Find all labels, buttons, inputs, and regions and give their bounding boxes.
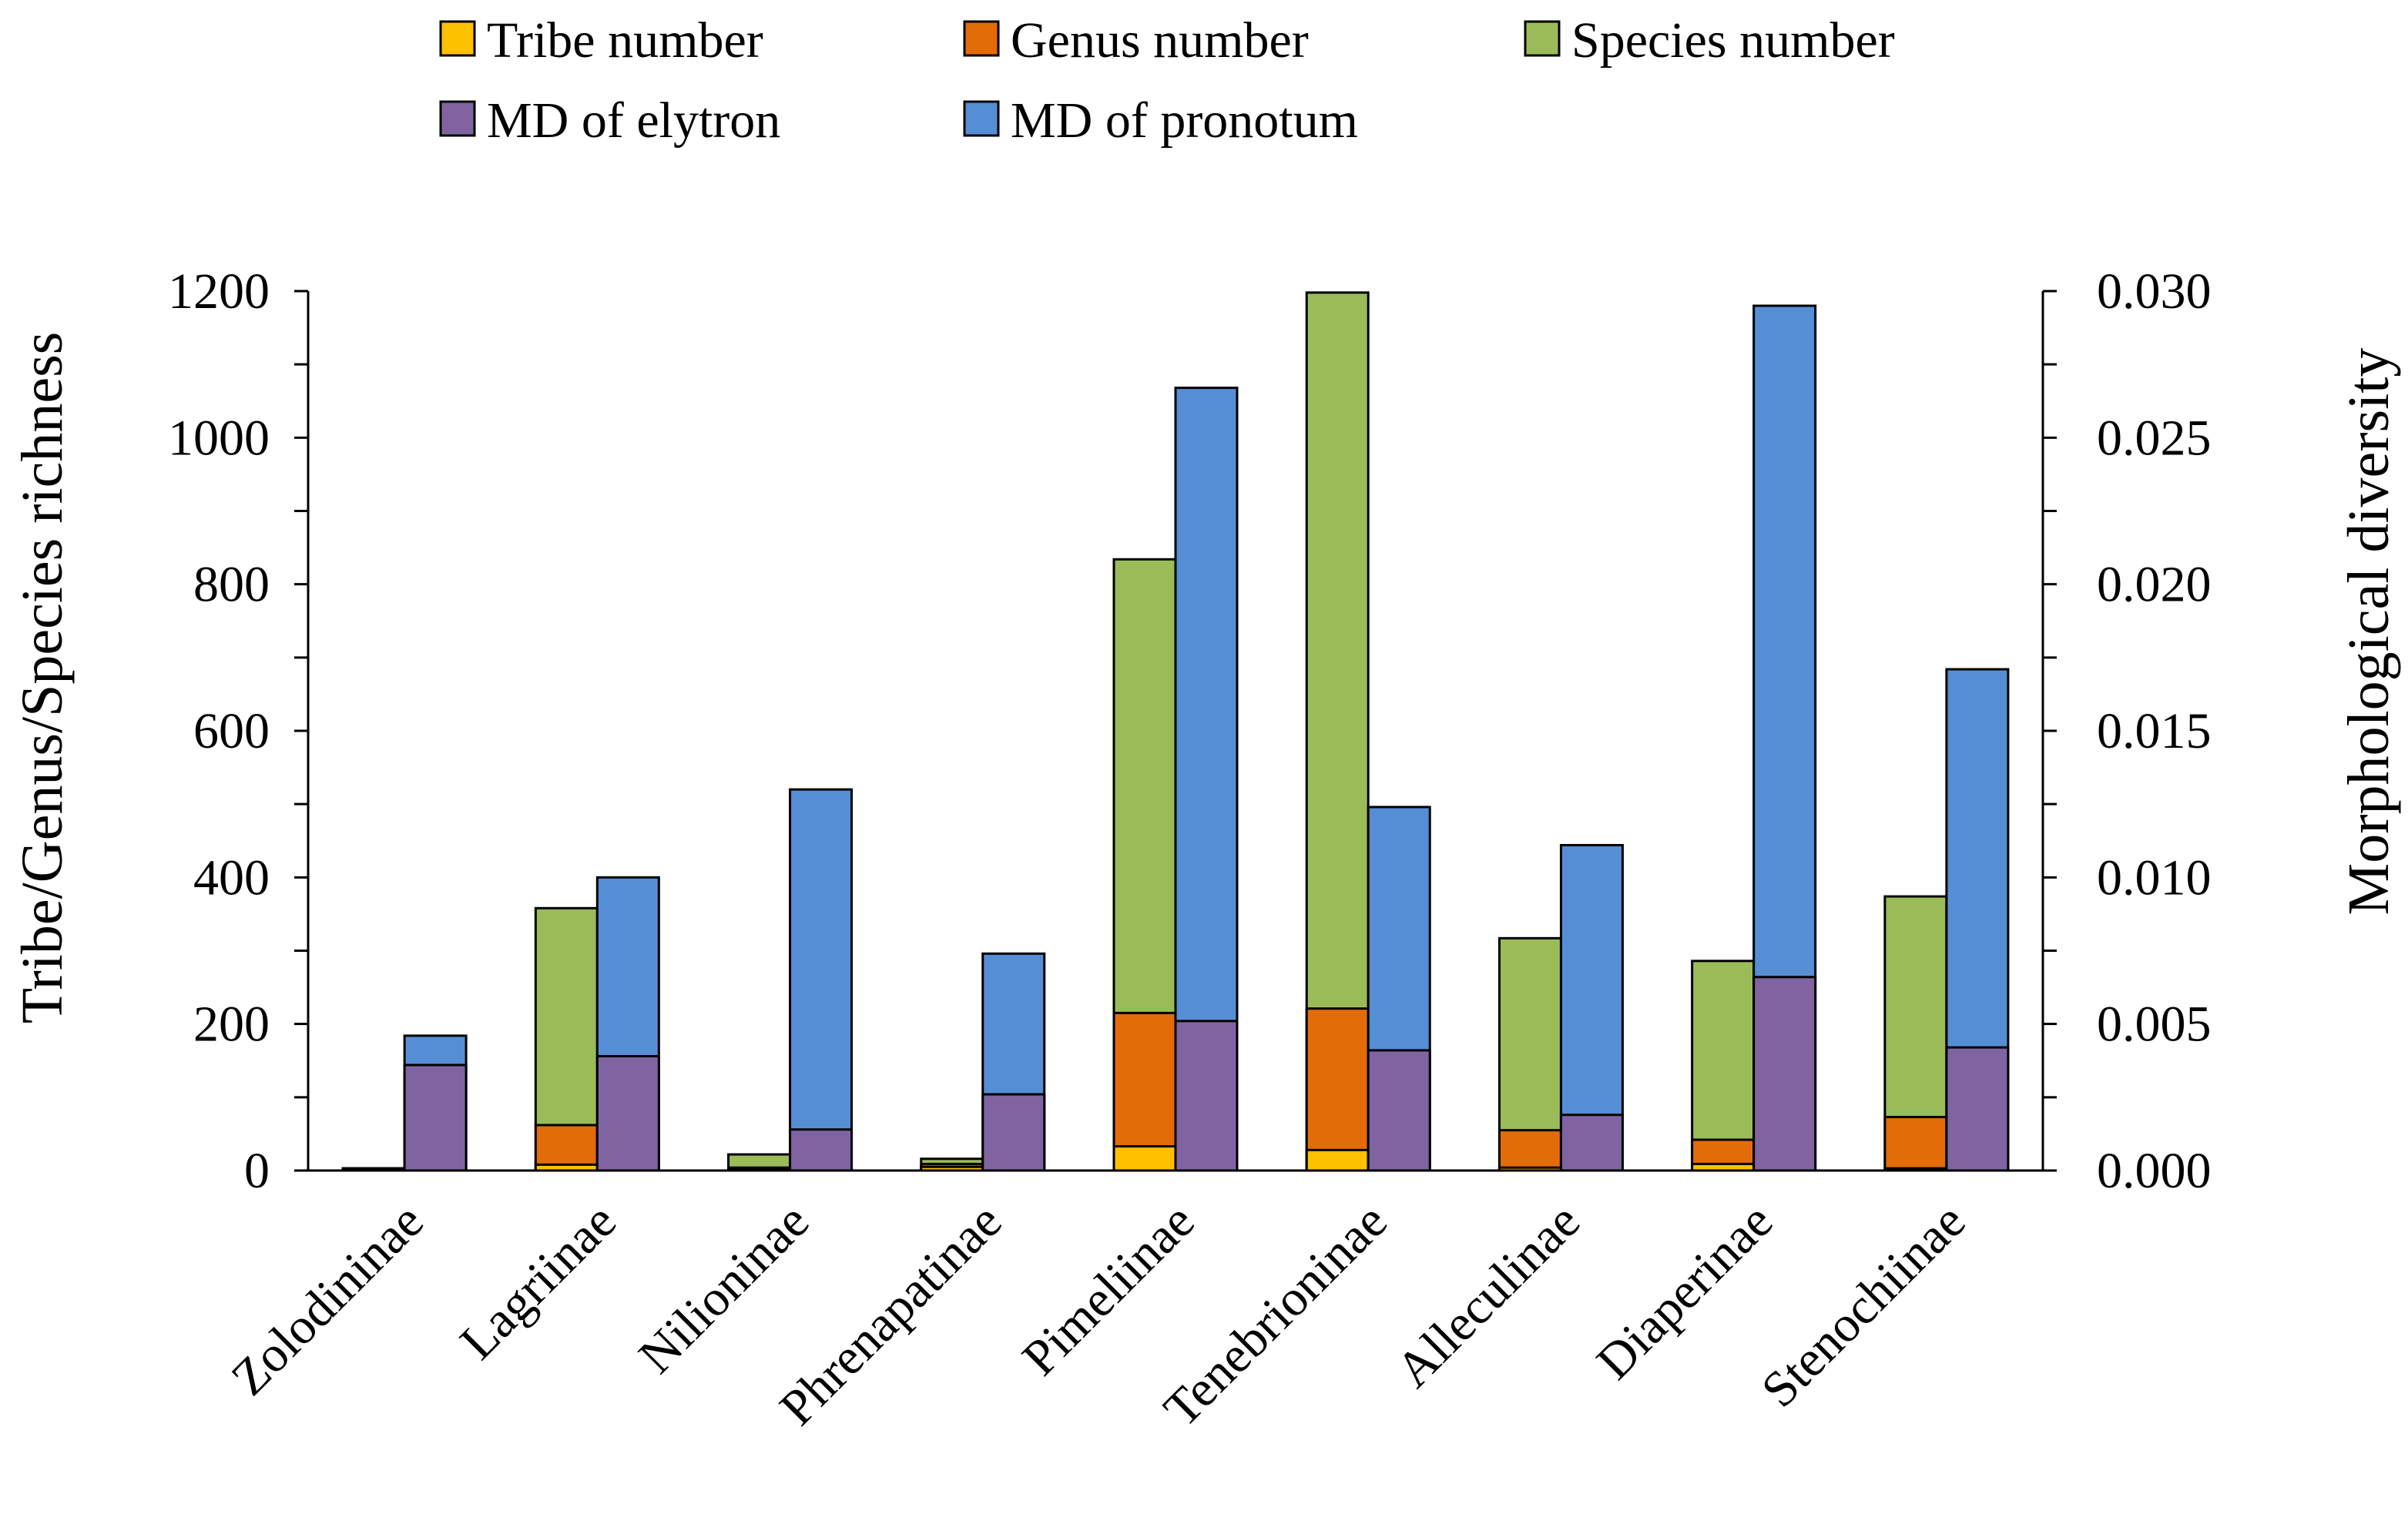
y2-axis-title: Morphological diversity [2336,348,2401,916]
y2-tick-label: 0.005 [2097,996,2212,1053]
bar-species-number-diaperinae [1691,960,1756,1172]
x-tick-label: Zolodininae [221,1193,434,1406]
y-tick-label: 600 [193,703,270,759]
y-tick-label: 0 [244,1143,270,1199]
x-tick-label: Nilioninae [629,1193,820,1385]
y2-tick-label: 0.015 [2097,703,2212,759]
legend-label-md-of-pronotum: MD of pronotum [1011,92,1358,149]
bar-md-of-elytron-diaperinae [1752,976,1817,1172]
bar-genus-number-stenochiinae [1883,1116,1948,1172]
y2-tick-label: 0.010 [2097,849,2212,906]
y2-tick-label: 0.030 [2097,263,2212,320]
y-tick-label: 1200 [168,263,270,320]
legend-label-species-number: Species number [1571,12,1895,69]
x-tick-label: Alleculinae [1385,1193,1591,1398]
bar-md-of-elytron-nilioninae [789,1128,854,1172]
legend-label-md-of-elytron: MD of elytron [487,92,780,149]
y-tick-label: 1000 [168,410,270,466]
bar-md-of-pronotum-nilioninae [789,788,854,1172]
y-axis-title: Tribe/Genus/Species richness [10,332,75,1024]
x-tick-label: Stenochiinae [1751,1193,1977,1419]
y2-tick-label: 0.000 [2097,1143,2212,1199]
bars [341,291,2010,1172]
x-tick-label: Lagriinae [450,1193,627,1370]
legend-label-tribe-number: Tribe number [487,12,763,69]
legend-label-genus-number: Genus number [1011,12,1309,69]
bar-md-of-elytron-tenebrioninae [1367,1049,1431,1172]
bar-genus-number-alleculinae [1497,1129,1562,1172]
y2-tick-label: 0.025 [2097,410,2212,466]
bar-genus-number-lagriinae [534,1124,599,1172]
y-tick-label: 800 [193,557,270,613]
y-tick-label: 400 [193,849,270,906]
bar-tribe-number-pimeliinae [1112,1145,1177,1172]
legend-swatch-tribe-number [439,20,476,57]
legend: Tribe number Genus number Species number MD… [439,12,1895,149]
x-tick-label: Diaperinae [1586,1193,1783,1390]
bar-tribe-number-tenebrioninae [1305,1148,1370,1172]
legend-swatch-species-number [1524,20,1561,57]
bar-md-of-elytron-pimeliinae [1174,1020,1239,1172]
bar-md-of-elytron-lagriinae [595,1055,660,1172]
legend-swatch-md-of-elytron [439,100,476,137]
bar-md-of-elytron-zolodininae [403,1063,468,1172]
legend-swatch-genus-number [963,20,1000,57]
bar-genus-number-pimeliinae [1112,1011,1177,1172]
y2-tick-label: 0.020 [2097,557,2212,613]
bar-md-of-elytron-alleculinae [1559,1114,1624,1172]
legend-swatch-md-of-pronotum [963,100,1000,137]
bar-md-of-elytron-phrenapatinae [981,1093,1046,1172]
bar-md-of-elytron-stenochiinae [1945,1046,2010,1172]
y-tick-label: 200 [193,996,270,1053]
x-tick-label: Pimeliinae [1011,1193,1205,1386]
bar-genus-number-tenebrioninae [1305,1007,1370,1172]
